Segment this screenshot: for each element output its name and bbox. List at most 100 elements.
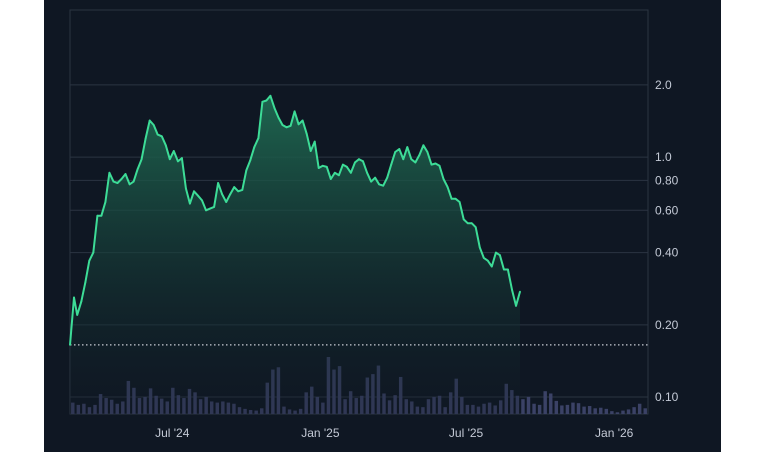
price-point bbox=[185, 187, 187, 190]
price-point bbox=[265, 99, 268, 102]
price-point bbox=[499, 254, 501, 257]
y-tick-label: 0.10 bbox=[655, 390, 679, 404]
price-point bbox=[144, 137, 147, 140]
volume-bar bbox=[521, 399, 525, 414]
volume-bar bbox=[532, 403, 536, 414]
volume-bar bbox=[560, 405, 564, 414]
price-point bbox=[217, 182, 220, 184]
price-point bbox=[410, 158, 413, 161]
y-tick-label: 1.0 bbox=[655, 150, 672, 164]
price-point bbox=[418, 154, 421, 156]
price-point bbox=[205, 209, 207, 212]
price-point bbox=[209, 207, 212, 210]
price-point bbox=[73, 296, 75, 299]
x-tick-label: Jul '24 bbox=[155, 426, 190, 440]
volume-bar bbox=[543, 391, 547, 414]
price-point bbox=[394, 151, 397, 153]
price-point bbox=[490, 265, 493, 268]
price-point bbox=[462, 218, 465, 221]
price-point bbox=[181, 157, 183, 160]
chart-area: 2.0 1.0 0.80 0.60 0.40 0.20 0.10 Jul '24 Jan '2… bbox=[69, 9, 679, 440]
chart-panel: 2.0 1.0 0.80 0.60 0.40 0.20 0.10 Jul '24 Jan '2… bbox=[44, 0, 721, 452]
price-point bbox=[354, 161, 356, 164]
volume-bar bbox=[593, 408, 597, 414]
volume-bar bbox=[621, 410, 625, 414]
price-point bbox=[84, 281, 87, 284]
price-point bbox=[362, 160, 364, 163]
price-point bbox=[289, 124, 292, 127]
price-point bbox=[80, 300, 83, 303]
price-point bbox=[281, 124, 284, 126]
price-point bbox=[478, 246, 481, 249]
price-point bbox=[438, 164, 441, 167]
x-tick-label: Jan '26 bbox=[595, 426, 634, 440]
volume-bar bbox=[637, 403, 642, 414]
price-point bbox=[168, 158, 171, 161]
price-point bbox=[233, 186, 236, 189]
price-point bbox=[297, 123, 300, 126]
price-point bbox=[213, 206, 216, 208]
price-point bbox=[374, 176, 376, 179]
volume-bar bbox=[582, 406, 586, 414]
price-point bbox=[366, 171, 368, 174]
price-point bbox=[474, 226, 477, 229]
price-point bbox=[398, 148, 401, 150]
price-point bbox=[305, 132, 308, 135]
volume-bar bbox=[643, 408, 647, 414]
volume-bar bbox=[632, 407, 636, 414]
price-point bbox=[177, 160, 179, 163]
price-point bbox=[261, 100, 264, 103]
price-point bbox=[221, 193, 224, 196]
price-point bbox=[269, 94, 272, 97]
volume-bar bbox=[576, 403, 581, 414]
price-point bbox=[426, 151, 429, 153]
x-tick-label: Jul '25 bbox=[449, 426, 484, 440]
volume-bar bbox=[526, 396, 531, 414]
price-point bbox=[406, 146, 409, 149]
price-point bbox=[422, 144, 425, 147]
price-point bbox=[442, 178, 445, 180]
price-point bbox=[402, 158, 405, 161]
price-point bbox=[486, 259, 489, 262]
price-point bbox=[124, 173, 127, 175]
price-point bbox=[470, 222, 473, 225]
price-point bbox=[454, 197, 457, 200]
price-point bbox=[346, 166, 348, 168]
volume-bar bbox=[537, 404, 542, 414]
volume-bar bbox=[610, 411, 614, 414]
volume-bar bbox=[565, 404, 570, 414]
price-point bbox=[285, 126, 288, 129]
price-point bbox=[495, 251, 497, 254]
price-point bbox=[152, 124, 155, 126]
price-point bbox=[277, 116, 280, 119]
price-area-fill bbox=[70, 95, 520, 415]
x-tick-label: Jan '25 bbox=[301, 426, 340, 440]
y-tick-label: 0.20 bbox=[655, 318, 679, 332]
price-point bbox=[164, 144, 167, 147]
price-area bbox=[69, 94, 648, 415]
price-point bbox=[466, 222, 469, 225]
volume-bar bbox=[549, 393, 553, 414]
price-point bbox=[257, 137, 260, 140]
price-point bbox=[241, 189, 244, 191]
volume-bar bbox=[615, 412, 620, 414]
price-point bbox=[430, 163, 433, 166]
price-point bbox=[386, 176, 389, 179]
price-point bbox=[507, 268, 509, 271]
volume-bar bbox=[626, 409, 631, 414]
price-point bbox=[116, 182, 119, 184]
price-point bbox=[317, 167, 320, 169]
price-point bbox=[160, 135, 163, 138]
price-point bbox=[414, 161, 417, 164]
price-point bbox=[273, 107, 276, 109]
price-point bbox=[378, 183, 380, 186]
price-point bbox=[519, 290, 521, 293]
price-point bbox=[350, 171, 352, 174]
price-point bbox=[128, 183, 131, 186]
price-point bbox=[189, 202, 191, 205]
price-point bbox=[132, 180, 135, 183]
y-tick-label: 0.80 bbox=[655, 173, 679, 187]
price-point bbox=[100, 214, 103, 217]
price-point bbox=[120, 178, 123, 180]
price-point bbox=[253, 146, 256, 149]
